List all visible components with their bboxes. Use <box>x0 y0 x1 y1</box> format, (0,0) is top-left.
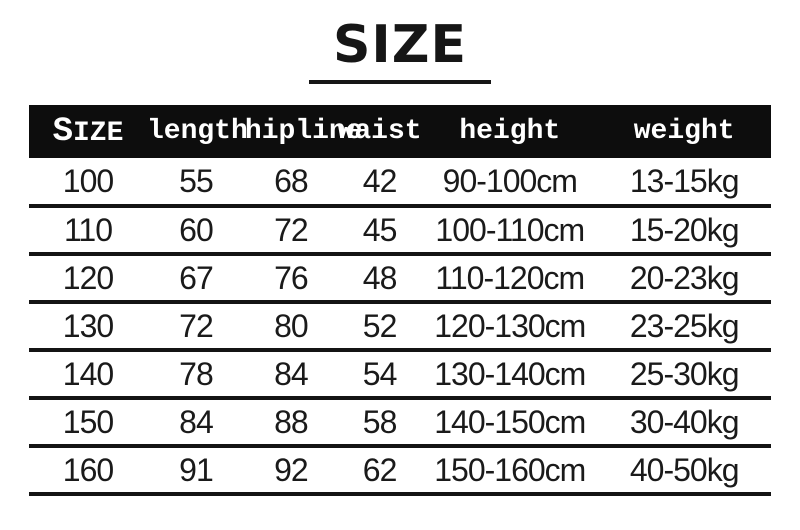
table-cell: 84 <box>179 403 214 440</box>
table-header: SIZE length hipline waist height weight <box>29 105 771 158</box>
table-cell: 84 <box>274 355 309 392</box>
table-cell: 91 <box>179 451 214 488</box>
table-cell: 40-50kg <box>629 451 740 488</box>
table-cell: 58 <box>362 403 398 440</box>
table-cell: 68 <box>274 162 309 199</box>
table-cell: 130-140cm <box>434 355 586 392</box>
column-header-height: height <box>459 116 561 147</box>
table-cell: 62 <box>362 451 398 488</box>
table-cell: 160 <box>62 451 114 488</box>
table-cell: 42 <box>362 162 398 199</box>
table-cell: 72 <box>274 211 309 248</box>
table-row: 140 78 84 54 130-140cm 25-30kg <box>29 350 771 398</box>
page-title: SIZE <box>308 14 492 85</box>
table-row: 120 67 76 48 110-120cm 20-23kg <box>29 254 771 302</box>
size-table: SIZE length hipline waist height weight … <box>29 105 771 496</box>
table-row: 100 55 68 42 90-100cm 13-15kg <box>29 158 771 206</box>
table-cell: 23-25kg <box>629 307 740 344</box>
table-cell: 30-40kg <box>629 403 740 440</box>
table-cell: 55 <box>179 162 214 199</box>
table-cell: 150 <box>62 403 114 440</box>
column-header-length: length <box>146 116 248 147</box>
table-cell: 76 <box>274 259 309 296</box>
table-row: 130 72 80 52 120-130cm 23-25kg <box>29 302 771 350</box>
table-cell: 88 <box>274 403 309 440</box>
table-cell: 80 <box>274 307 309 344</box>
title-section: SIZE <box>0 0 800 105</box>
table-cell: 110 <box>63 211 113 248</box>
column-header-weight: weight <box>633 116 735 147</box>
table-cell: 92 <box>274 451 309 488</box>
table-cell: 52 <box>362 307 398 344</box>
table-row: 110 60 72 45 100-110cm 15-20kg <box>29 206 771 254</box>
table-cell: 140 <box>62 355 114 392</box>
table-cell: 120-130cm <box>434 307 586 344</box>
table-cell: 120 <box>62 259 114 296</box>
table-row: 160 91 92 62 150-160cm 40-50kg <box>29 446 771 494</box>
table-row: 150 84 88 58 140-150cm 30-40kg <box>29 398 771 446</box>
table-cell: 25-30kg <box>629 355 740 392</box>
table-cell: 130 <box>62 307 114 344</box>
table-cell: 150-160cm <box>434 451 586 488</box>
table-cell: 20-23kg <box>629 259 740 296</box>
column-header-size: SIZE <box>52 112 124 151</box>
table-cell: 140-150cm <box>434 403 586 440</box>
table-cell: 13-15kg <box>629 162 740 199</box>
table-cell: 90-100cm <box>442 162 578 199</box>
column-header-waist: waist <box>337 116 422 147</box>
table-cell: 54 <box>362 355 398 392</box>
table-cell: 110-120cm <box>435 259 585 296</box>
table-cell: 60 <box>179 211 214 248</box>
table-header-row: SIZE length hipline waist height weight <box>29 105 771 158</box>
table-cell: 78 <box>179 355 214 392</box>
table-cell: 100-110cm <box>435 211 585 248</box>
table-cell: 15-20kg <box>629 211 740 248</box>
column-header-hipline: hipline <box>244 116 363 147</box>
table-cell: 67 <box>179 259 214 296</box>
table-cell: 45 <box>362 211 398 248</box>
table-body: 100 55 68 42 90-100cm 13-15kg 110 60 72 45 100-110… <box>29 158 771 494</box>
table-cell: 48 <box>362 259 398 296</box>
table-cell: 100 <box>62 162 114 199</box>
table-cell: 72 <box>179 307 214 344</box>
